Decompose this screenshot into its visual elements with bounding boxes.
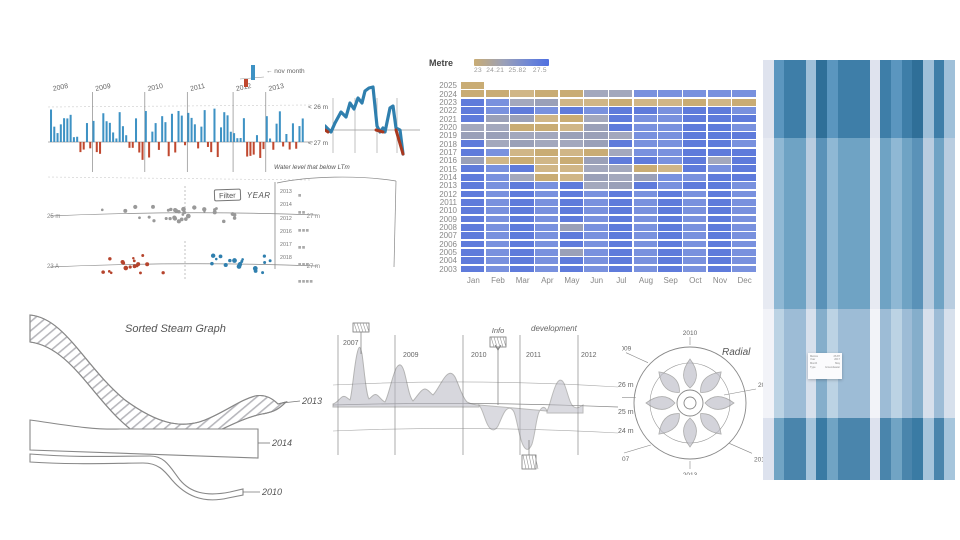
svg-text:25 m: 25 m [47,214,60,220]
svg-text:2013: 2013 [301,396,322,406]
svg-text:23 A: 23 A [47,264,59,270]
svg-text:2010: 2010 [261,487,282,497]
svg-text:2010: 2010 [683,330,698,337]
svg-text:2011: 2011 [190,83,206,93]
svg-text:2009: 2009 [403,352,419,359]
svg-text:Radial: Radial [722,347,751,358]
svg-text:2009: 2009 [95,83,112,93]
svg-text:2013: 2013 [268,83,285,93]
svg-text:2007: 2007 [343,340,359,347]
svg-text:2014: 2014 [271,438,292,448]
svg-text:2009: 2009 [622,346,632,353]
svg-text:2010: 2010 [471,352,487,359]
svg-text:2012: 2012 [581,352,597,359]
svg-text:← nov month: ← nov month [266,68,305,75]
svg-text:Sorted Steam Graph: Sorted Steam Graph [125,323,226,335]
svg-text:Info: Info [492,326,505,335]
svg-text:2010: 2010 [147,83,164,93]
svg-text:2011: 2011 [526,352,541,359]
svg-text:development: development [531,324,578,333]
svg-text:2007: 2007 [622,456,630,463]
svg-text:2013: 2013 [683,472,698,475]
svg-text:2012: 2012 [235,83,252,93]
svg-text:2008: 2008 [52,83,69,93]
